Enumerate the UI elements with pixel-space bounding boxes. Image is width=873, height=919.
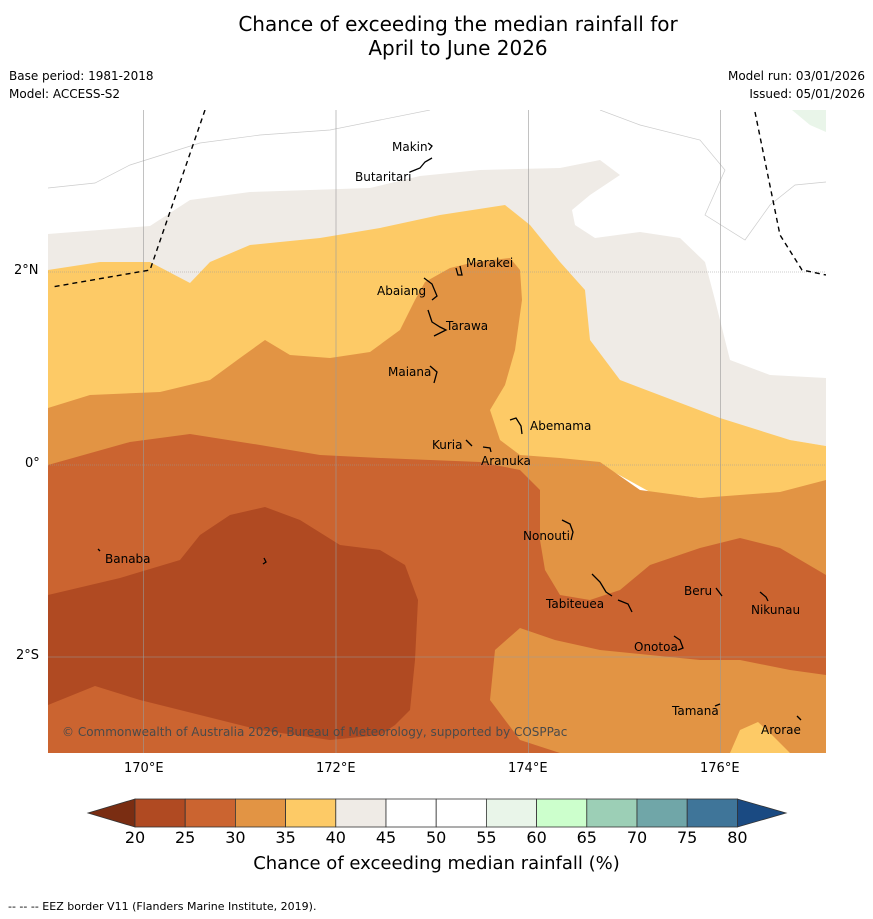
place-label: Tabiteuea	[545, 597, 604, 611]
model-run: Model run: 03/01/2026	[727, 69, 865, 83]
place-label: Nikunau	[751, 603, 800, 617]
place-label: Kuria	[432, 438, 463, 452]
base-period: Base period: 1981-2018	[9, 69, 154, 83]
eez-footnote: -- -- -- EEZ border V11 (Flanders Marine…	[8, 900, 317, 913]
place-label: Makin	[392, 140, 428, 154]
colorbar-segment	[285, 798, 337, 828]
colorbar-tick-label: 60	[526, 828, 547, 847]
colorbar-tick-label: 20	[124, 828, 146, 847]
colorbar-tick-label: 80	[727, 828, 748, 847]
lon-label: 176°E	[700, 761, 740, 776]
map-title: Chance of exceeding the median rainfall …	[0, 12, 873, 60]
colorbar-tick-label: 30	[225, 828, 246, 847]
lon-label: 170°E	[124, 761, 164, 776]
place-label: Arorae	[761, 723, 801, 737]
model-name: Model: ACCESS-S2	[9, 87, 121, 101]
place-label: Abemama	[530, 419, 591, 433]
place-label: Maiana	[388, 365, 431, 379]
colorbar-segment	[536, 798, 588, 828]
title-line-2: April to June 2026	[368, 36, 548, 60]
colorbar-tick-label: 70	[626, 828, 648, 847]
colorbar-segment	[485, 798, 537, 828]
zone-20-25	[48, 507, 418, 740]
colorbar-segment	[686, 798, 738, 828]
place-label: Nonouti	[523, 529, 570, 543]
eez-border	[51, 110, 826, 288]
colorbar-tick-label: 35	[275, 828, 296, 847]
lat-label: 0°	[25, 456, 40, 471]
graticule	[48, 110, 826, 753]
place-label: Aranuka	[481, 454, 531, 468]
forecast-field: Makin Butaritari Marakei Abaiang Tarawa …	[48, 110, 826, 753]
place-label: Tamana	[671, 704, 719, 718]
place-label: Butaritari	[355, 170, 412, 184]
colorbar-segment	[335, 798, 387, 828]
lon-label: 172°E	[316, 761, 356, 776]
island-outlines	[97, 142, 802, 721]
place-label: Beru	[684, 584, 712, 598]
colorbar-extend-high	[737, 798, 788, 828]
colorbar-segment	[234, 798, 286, 828]
place-label: Marakei	[466, 256, 513, 270]
colorbar-tick-label: 65	[576, 828, 597, 847]
colorbar-segment	[435, 798, 487, 828]
colorbar-tick-label: 50	[426, 828, 447, 847]
colorbar-extend-low	[86, 798, 136, 828]
colorbar-segment	[586, 798, 638, 828]
zone-35-40-south	[730, 722, 790, 753]
colorbar-tick-label: 40	[325, 828, 346, 847]
place-label: Banaba	[105, 552, 151, 566]
issued-date: Issued: 05/01/2026	[749, 87, 865, 101]
colorbar-tick-label: 75	[677, 828, 698, 847]
colorbar-segments	[86, 798, 788, 828]
lat-label: 2°N	[14, 263, 39, 278]
contour-line	[599, 110, 826, 241]
lon-label: 174°E	[508, 761, 548, 776]
place-label: Tarawa	[445, 319, 488, 333]
contour-line	[48, 110, 431, 189]
island-labels: Makin Butaritari Marakei Abaiang Tarawa …	[105, 140, 801, 737]
zone-55-60	[792, 110, 826, 132]
colorbar-segment	[184, 798, 236, 828]
place-label: Onotoa	[634, 640, 678, 654]
colorbar-segment	[636, 798, 688, 828]
colorbar-segment	[134, 798, 186, 828]
colorbar-tick-label: 55	[476, 828, 497, 847]
copyright-note: © Commonwealth of Australia 2026, Bureau…	[62, 725, 568, 739]
lat-label: 2°S	[16, 648, 40, 663]
colorbar-tick-label: 25	[175, 828, 196, 847]
colorbar-segment	[385, 798, 437, 828]
colorbar-title: Chance of exceeding median rainfall (%)	[253, 853, 620, 874]
colorbar-tick-label: 45	[375, 828, 397, 847]
place-label: Abaiang	[377, 284, 426, 298]
title-line-1: Chance of exceeding the median rainfall …	[238, 12, 678, 36]
